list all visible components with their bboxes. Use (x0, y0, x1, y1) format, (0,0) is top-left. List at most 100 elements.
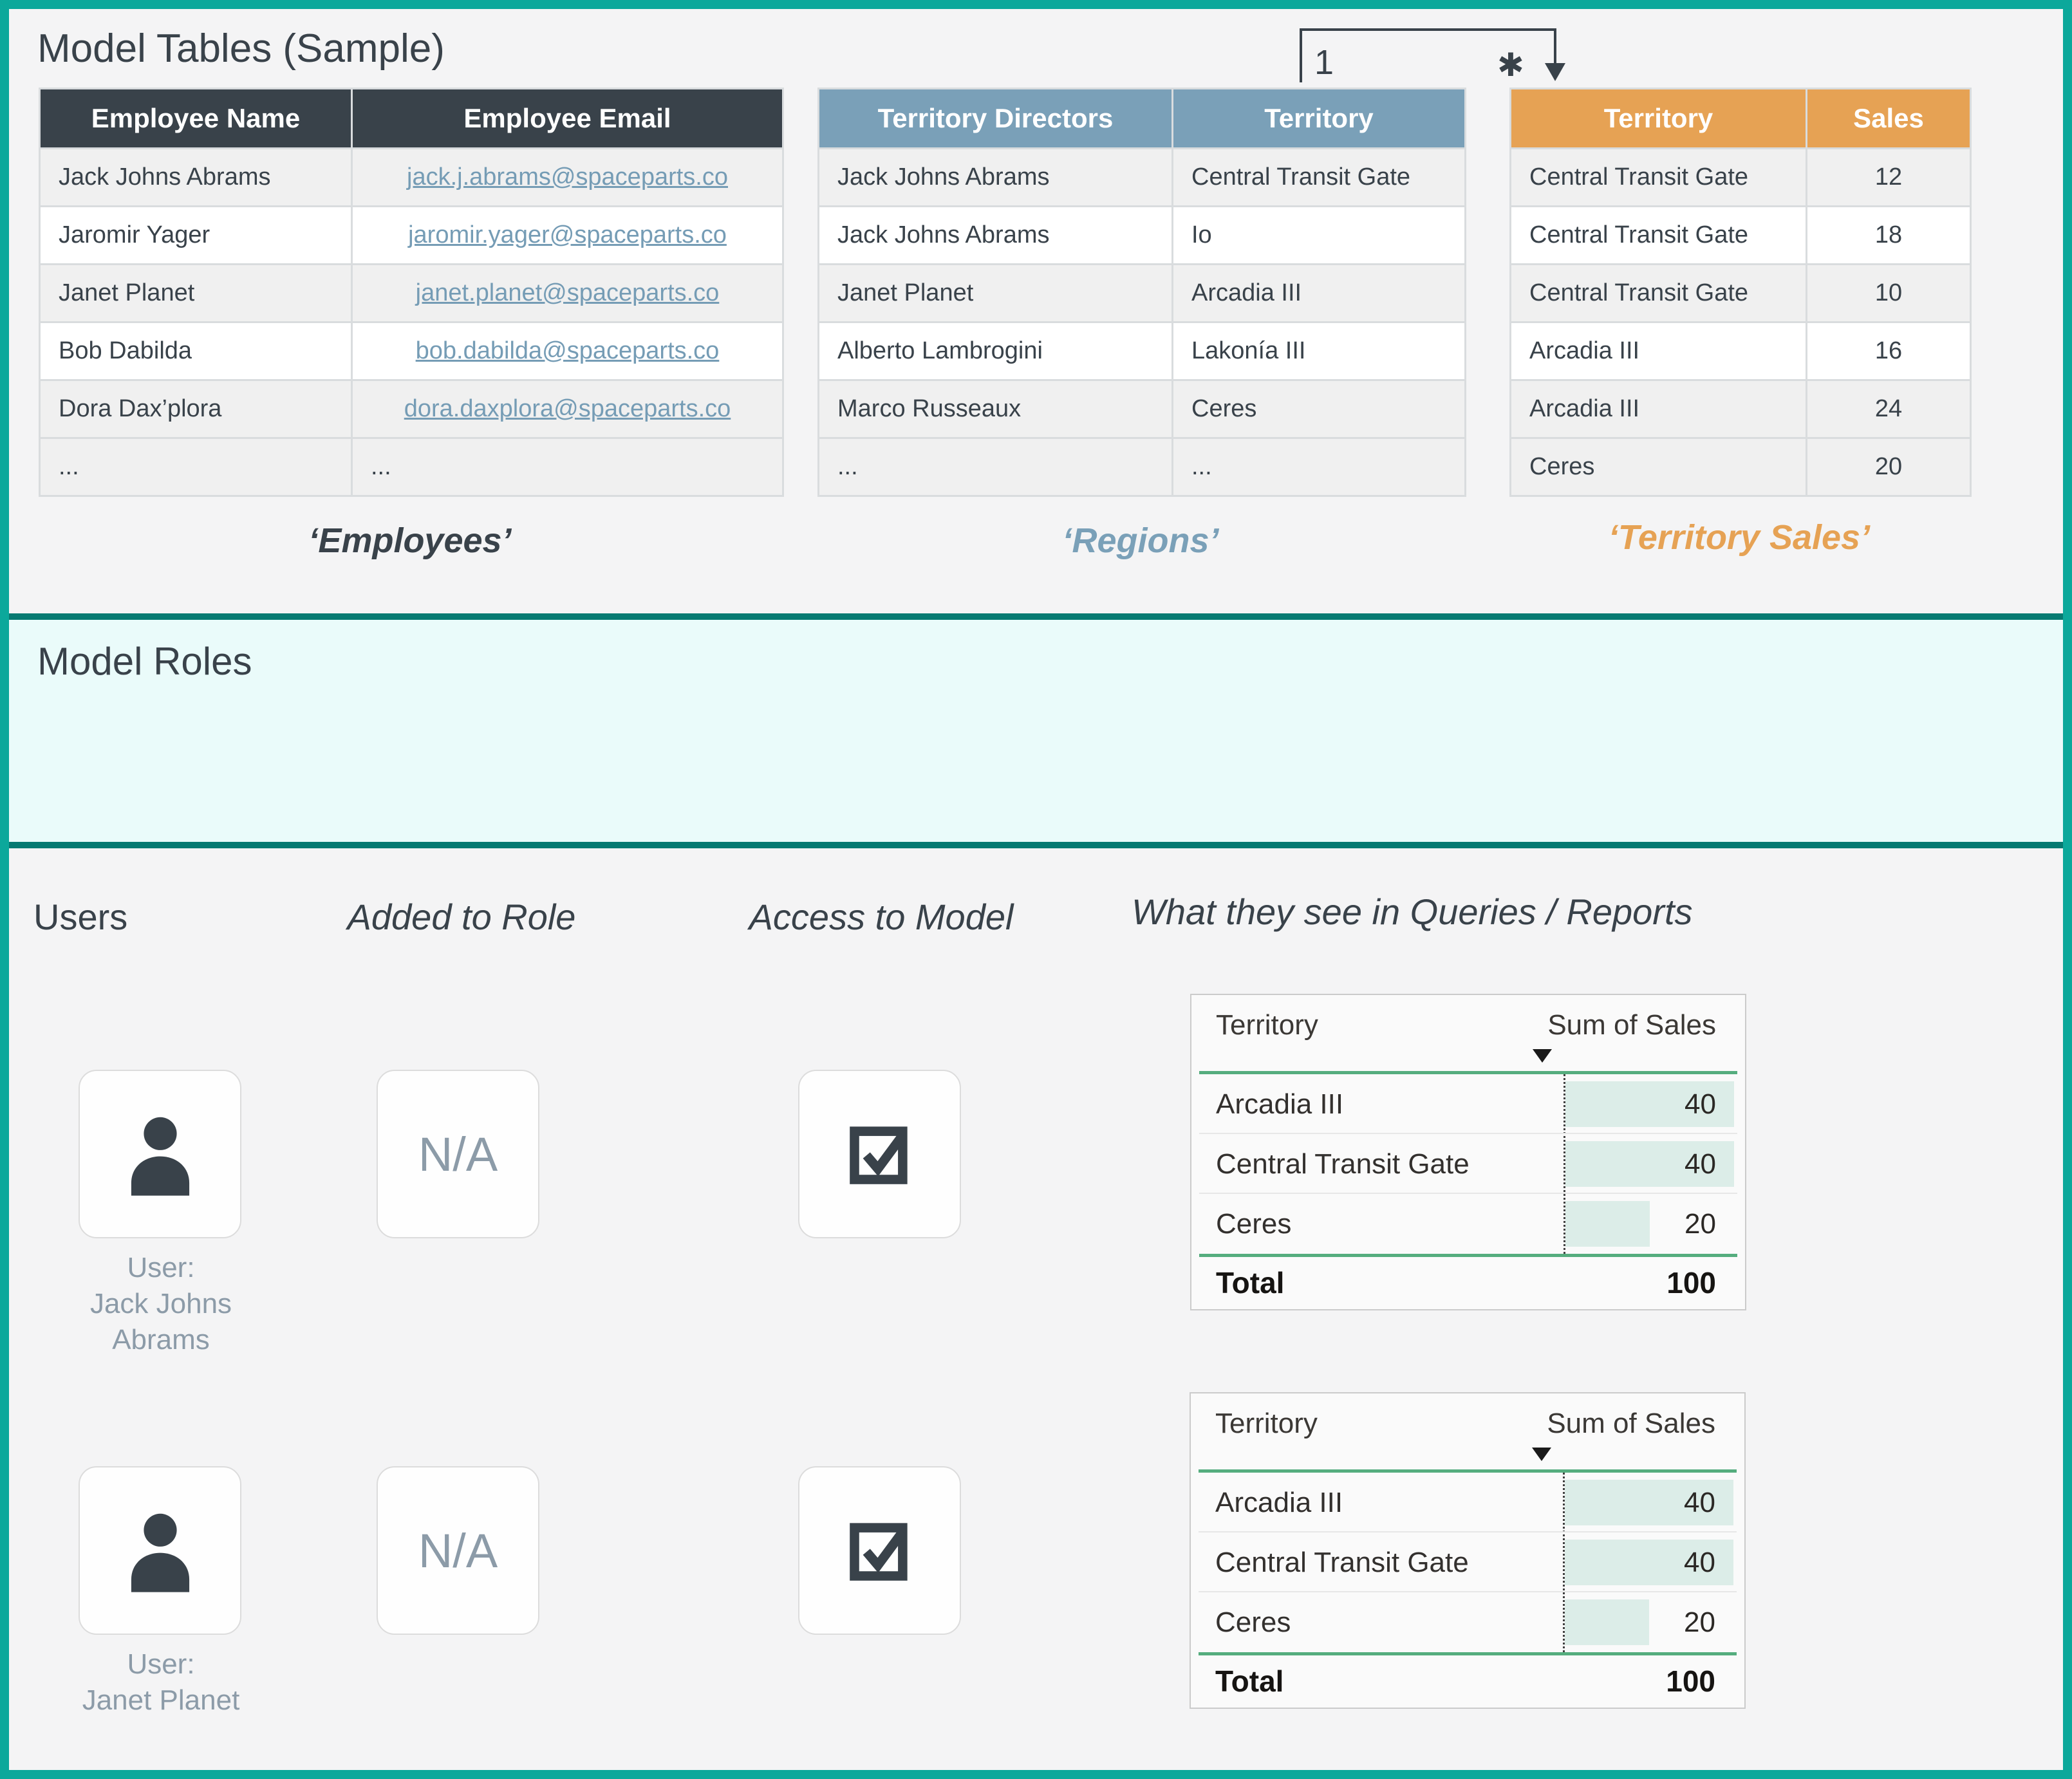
table-row: Central Transit Gate 18 (1509, 205, 1972, 265)
employee-name-cell: Jack Johns Abrams (39, 147, 353, 207)
sales-col-sales-header: Sales (1806, 88, 1972, 149)
users-section: Users Added to Role Access to Model What… (9, 848, 2063, 1770)
territory-sales-table-caption: ‘Territory Sales’ (1608, 518, 1871, 557)
territory-cell: Arcadia III (1509, 379, 1807, 439)
employees-table-caption: ‘Employees’ (308, 521, 512, 560)
relationship-line-one-end (1300, 28, 1302, 82)
divider (1199, 1652, 1737, 1655)
territory-cell: Central Transit Gate (1509, 147, 1807, 207)
model-roles-title: Model Roles (37, 640, 252, 683)
data-bar-zone (1565, 1194, 1734, 1254)
territory-cell: Ceres (1171, 379, 1466, 439)
report-sales-cell: 20 (1684, 1607, 1715, 1638)
director-cell: Alberto Lambrogini (817, 321, 1173, 381)
table-row: Janet Planet janet.planet@spaceparts.co (39, 263, 784, 323)
na-label: N/A (418, 1127, 498, 1181)
relationship-one-label: 1 (1314, 43, 1334, 82)
email-link[interactable]: jaromir.yager@spaceparts.co (408, 221, 727, 248)
territory-cell: Central Transit Gate (1171, 147, 1466, 207)
employee-name-cell: Janet Planet (39, 263, 353, 323)
data-bar-zone (1565, 1074, 1734, 1134)
table-row: Jaromir Yager jaromir.yager@spaceparts.c… (39, 205, 784, 265)
email-link[interactable]: janet.planet@spaceparts.co (415, 279, 720, 306)
ellipsis-cell: ... (351, 437, 784, 497)
report-col-sales: Sum of Sales (1547, 1009, 1716, 1041)
model-roles-section: Model Roles (9, 613, 2063, 848)
employees-table: Employee Name Employee Email Jack Johns … (39, 88, 784, 497)
territory-cell: Arcadia III (1171, 263, 1466, 323)
divider (1199, 1133, 1737, 1134)
report-territory-cell: Arcadia III (1215, 1487, 1343, 1518)
added-to-role-column-header: Added to Role (347, 897, 576, 937)
table-header-row: Territory Sales (1509, 88, 1972, 149)
employee-email-cell: dora.daxplora@spaceparts.co (351, 379, 784, 439)
report-sales-cell: 40 (1685, 1088, 1716, 1120)
director-cell: Marco Russeaux (817, 379, 1173, 439)
divider (1199, 1193, 1737, 1194)
table-row: Jack Johns Abrams Central Transit Gate (817, 147, 1466, 207)
territory-cell: Lakonía III (1171, 321, 1466, 381)
employee-email-cell: bob.dabilda@spaceparts.co (351, 321, 784, 381)
users-column-header: Users (33, 897, 128, 937)
report-total-value: 100 (1666, 1664, 1715, 1698)
report-total-value: 100 (1666, 1266, 1716, 1299)
data-bar-zone (1565, 1134, 1734, 1194)
sales-cell: 24 (1806, 379, 1972, 439)
table-row: Arcadia III 24 (1509, 379, 1972, 439)
table-row: Arcadia III 16 (1509, 321, 1972, 381)
person-icon (131, 1513, 189, 1592)
territory-cell: Io (1171, 205, 1466, 265)
employee-email-cell: janet.planet@spaceparts.co (351, 263, 784, 323)
email-link[interactable]: dora.daxplora@spaceparts.co (404, 395, 731, 422)
divider (1199, 1254, 1737, 1257)
data-bar (1565, 1081, 1734, 1127)
divider (1199, 1591, 1737, 1592)
table-row: Jack Johns Abrams jack.j.abrams@spacepar… (39, 147, 784, 207)
sales-col-territory-header: Territory (1509, 88, 1807, 149)
report-col-territory: Territory (1215, 1408, 1318, 1439)
access-to-model-card (798, 1466, 961, 1635)
territory-sales-table: Territory Sales Central Transit Gate 12 … (1509, 88, 1972, 497)
regions-col-directors-header: Territory Directors (817, 88, 1173, 149)
territory-cell: Central Transit Gate (1509, 205, 1807, 265)
report-territory-cell: Ceres (1215, 1607, 1291, 1638)
employees-col-name-header: Employee Name (39, 88, 353, 149)
regions-table-caption: ‘Regions’ (1062, 521, 1219, 560)
report-sales-cell: 40 (1684, 1487, 1715, 1518)
employee-name-cell: Jaromir Yager (39, 205, 353, 265)
employee-email-cell: jaromir.yager@spaceparts.co (351, 205, 784, 265)
data-bar-zone (1565, 1473, 1733, 1532)
report-territory-cell: Ceres (1216, 1208, 1292, 1240)
sort-descending-icon (1532, 1448, 1551, 1461)
table-row: Jack Johns Abrams Io (817, 205, 1466, 265)
report-matrix: Territory Sum of Sales Arcadia III 40 Ce… (1190, 994, 1746, 1310)
table-row: Central Transit Gate 10 (1509, 263, 1972, 323)
user-label-line: Jack Johns (89, 1288, 232, 1319)
person-icon (131, 1117, 189, 1196)
table-row: Marco Russeaux Ceres (817, 379, 1466, 439)
divider (1199, 1469, 1737, 1473)
data-bar (1565, 1141, 1734, 1187)
sales-cell: 10 (1806, 263, 1972, 323)
relationship-many-icon: ✱ (1497, 47, 1524, 83)
checkbox-checked-icon (849, 1523, 908, 1581)
director-cell: Janet Planet (817, 263, 1173, 323)
report-total-label: Total (1215, 1664, 1284, 1698)
user-name-label: User: Janet Planet (19, 1646, 303, 1718)
email-link[interactable]: bob.dabilda@spaceparts.co (415, 337, 720, 364)
employee-email-cell: jack.j.abrams@spaceparts.co (351, 147, 784, 207)
report-matrix: Territory Sum of Sales Arcadia III 40 Ce… (1190, 1392, 1746, 1709)
email-link[interactable]: jack.j.abrams@spaceparts.co (407, 163, 728, 191)
divider (1199, 1071, 1737, 1074)
report-territory-cell: Arcadia III (1216, 1088, 1344, 1120)
table-row: Janet Planet Arcadia III (817, 263, 1466, 323)
user-label-line: User: (127, 1648, 195, 1680)
na-label: N/A (418, 1523, 498, 1578)
relationship-line-many-end (1554, 28, 1556, 64)
user-card (79, 1070, 241, 1238)
user-name-label: User: Jack Johns Abrams (19, 1250, 303, 1358)
report-sales-cell: 40 (1685, 1148, 1716, 1180)
data-bar (1565, 1540, 1733, 1585)
checkbox-checked-icon (849, 1126, 908, 1184)
data-bar (1565, 1599, 1649, 1645)
